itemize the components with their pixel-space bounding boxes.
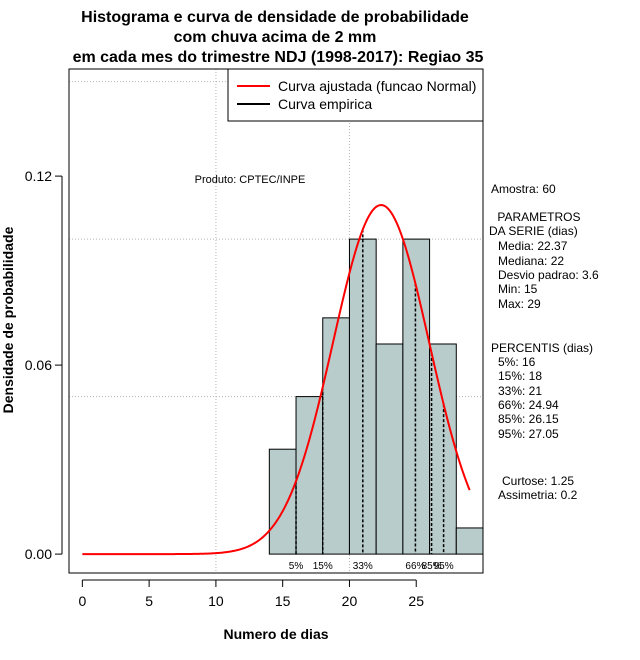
percentile-66: 66%: 24.94 [498, 398, 559, 412]
histogram-bar [429, 343, 457, 555]
chart-title-line-3: em cada mes do trimestre NDJ (1998-2017)… [73, 49, 484, 66]
params-header-line-1: PARAMETROS [494, 210, 580, 224]
param-min: Min: 15 [498, 282, 538, 296]
histogram-bar [375, 343, 404, 555]
y-axis-title: Densidade de probabilidade [0, 226, 16, 413]
chart-title-line-2: com chuva acima de 2 mm [174, 29, 377, 46]
percentiles-header: PERCENTIS (dias) [491, 341, 593, 355]
histogram-bar [268, 448, 297, 555]
percentile-label: 33% [353, 561, 373, 572]
param-max: Max: 29 [498, 297, 541, 311]
params-header-line-2: DA SERIE (dias) [489, 224, 578, 238]
normal-curve [82, 204, 471, 556]
percentile-5: 5%: 16 [498, 355, 536, 369]
histogram-bars [268, 238, 484, 555]
x-tick-label: 20 [342, 593, 358, 609]
y-axis: 0.00 0.06 0.12 [25, 168, 63, 562]
legend-label-empirical: Curva empirica [278, 96, 372, 112]
percentile-33: 33%: 21 [498, 384, 542, 398]
histogram-bar [322, 317, 350, 555]
param-median: Mediana: 22 [498, 254, 564, 268]
x-tick-label: 0 [78, 593, 86, 609]
percentile-label: 85% [422, 561, 442, 572]
x-tick-label: 5 [145, 593, 153, 609]
sample-size: Amostra: 60 [491, 182, 556, 196]
x-tick-label: 10 [208, 593, 224, 609]
legend-box [227, 68, 484, 122]
x-tick-label: 25 [408, 593, 424, 609]
x-axis: 0 5 10 15 20 25 [78, 579, 424, 609]
histogram-bar [295, 396, 324, 555]
param-sd: Desvio padrao: 3.6 [498, 268, 599, 282]
stats-panel: Amostra: 60 PARAMETROS DA SERIE (dias) M… [489, 182, 599, 502]
percentile-label: 15% [313, 561, 333, 572]
y-tick-label: 0.12 [25, 168, 52, 184]
percentile-95: 95%: 27.05 [498, 427, 559, 441]
x-axis-title: Numero de dias [223, 626, 328, 642]
skewness: Assimetria: 0.2 [498, 488, 578, 502]
credit-label: Produto: CPTEC/INPE [195, 174, 306, 186]
legend: Curva ajustada (funcao Normal) Curva emp… [227, 68, 484, 122]
histogram-bar [402, 238, 431, 555]
kurtosis: Curtose: 1.25 [502, 474, 574, 488]
legend-label-normal: Curva ajustada (funcao Normal) [278, 78, 476, 94]
percentile-15: 15%: 18 [498, 369, 542, 383]
param-mean: Media: 22.37 [498, 239, 568, 253]
chart-title-line-1: Histograma e curva de densidade de proba… [81, 9, 469, 26]
percentile-lines: 5% 15% 33% 66%85%95% [289, 229, 454, 572]
percentile-label: 5% [289, 561, 304, 572]
histogram-bar [455, 527, 484, 555]
percentile-label: 95% [434, 561, 454, 572]
percentile-85: 85%: 26.15 [498, 412, 559, 426]
x-tick-label: 15 [275, 593, 291, 609]
y-tick-label: 0.00 [25, 546, 52, 562]
y-tick-label: 0.06 [25, 357, 52, 373]
percentile-label: 66% [405, 561, 425, 572]
